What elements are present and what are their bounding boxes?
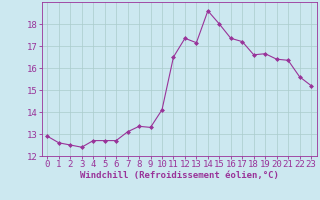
- X-axis label: Windchill (Refroidissement éolien,°C): Windchill (Refroidissement éolien,°C): [80, 171, 279, 180]
